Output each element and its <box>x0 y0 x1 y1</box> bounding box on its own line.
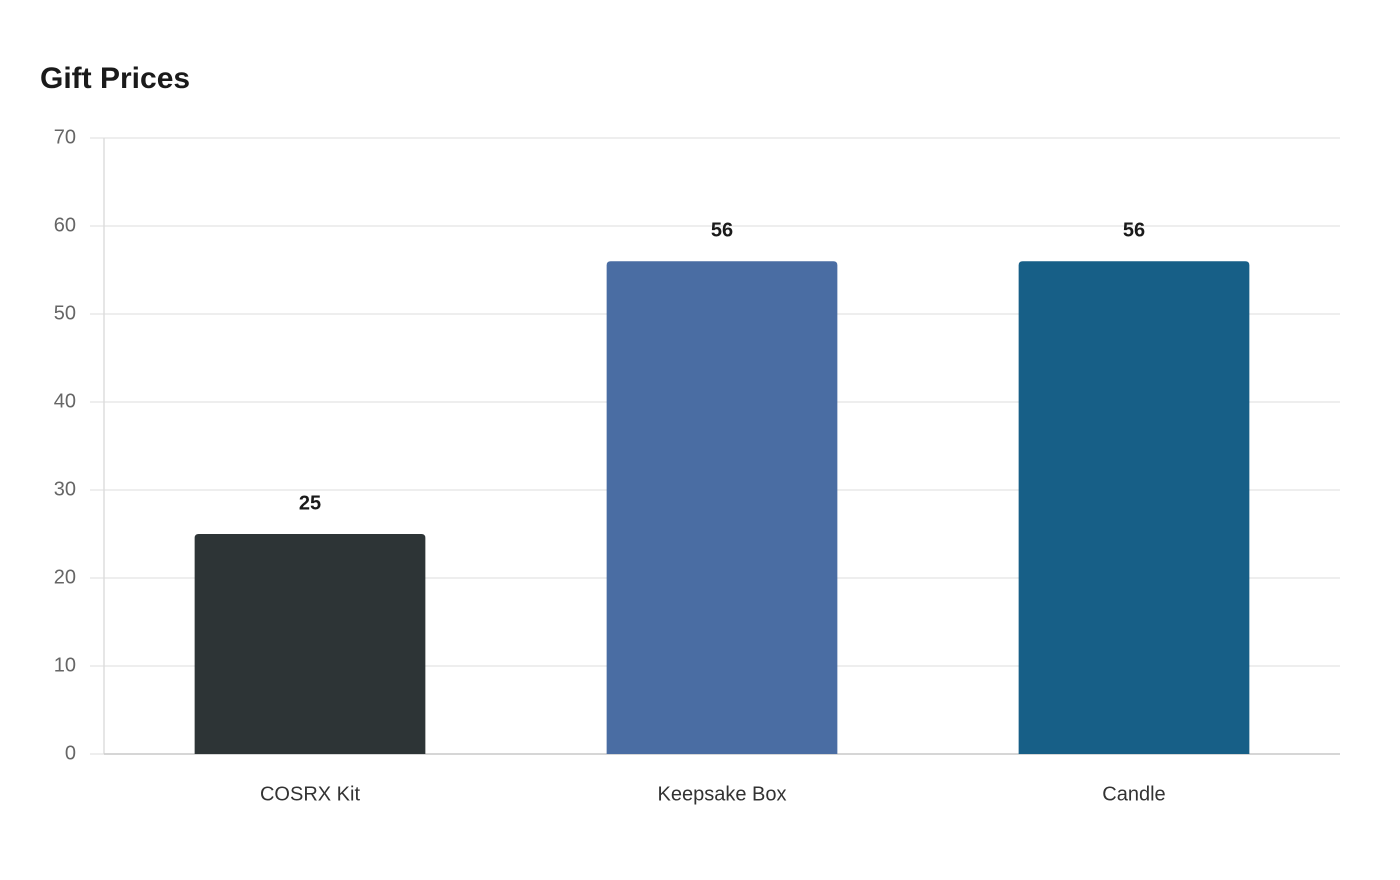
y-tick-label: 50 <box>54 302 76 324</box>
y-tick-label: 10 <box>54 654 76 676</box>
value-label: 56 <box>1123 219 1145 241</box>
y-tick-label: 20 <box>54 566 76 588</box>
y-tick-label: 30 <box>54 478 76 500</box>
bar <box>606 261 838 754</box>
value-label: 56 <box>711 219 733 241</box>
y-tick-label: 60 <box>54 214 76 236</box>
y-tick-label: 0 <box>65 742 76 764</box>
value-label: 25 <box>299 492 321 514</box>
x-tick-label: Candle <box>1102 783 1165 805</box>
y-tick-label: 40 <box>54 390 76 412</box>
chart-title: Gift Prices <box>40 62 190 95</box>
x-tick-label: COSRX Kit <box>260 783 360 805</box>
x-tick-label: Keepsake Box <box>658 783 787 805</box>
y-tick-label: 70 <box>54 126 76 148</box>
bar <box>194 534 426 754</box>
bar <box>1018 261 1250 754</box>
